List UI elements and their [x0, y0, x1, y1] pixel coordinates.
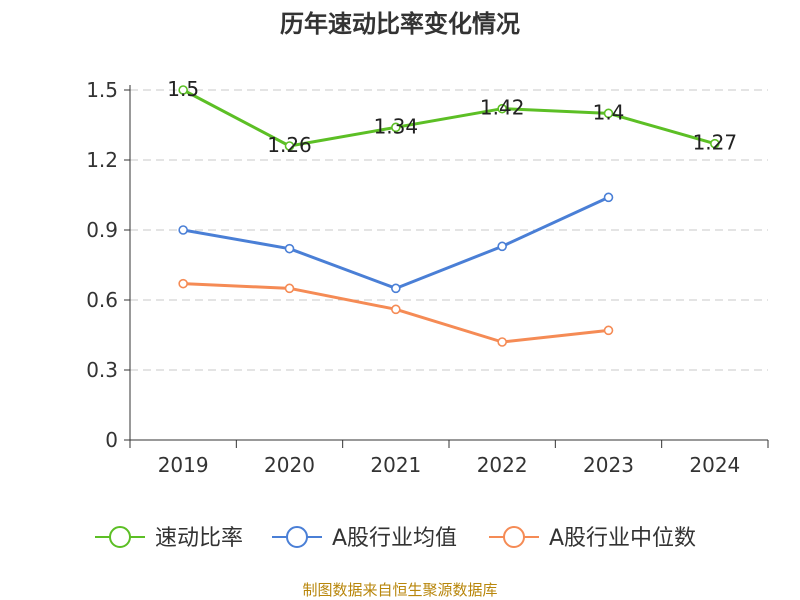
- data-point: [284, 283, 295, 294]
- source-note: 制图数据来自恒生聚源数据库: [302, 581, 497, 599]
- data-label: 1.42: [480, 96, 525, 120]
- x-tick-label: 2019: [158, 453, 209, 477]
- data-point: [284, 243, 295, 254]
- series: [178, 85, 720, 347]
- y-tick-label: 1.2: [86, 148, 118, 172]
- y-tick-label: 0: [105, 428, 118, 452]
- legend-label: 速动比率: [155, 526, 243, 551]
- data-label: 1.27: [693, 131, 738, 155]
- data-point: [391, 122, 401, 133]
- y-tick-label: 0.3: [86, 358, 118, 382]
- series-line-1: [182, 195, 610, 290]
- data-point: [391, 283, 401, 294]
- legend-item-1: A股行业均值: [272, 526, 457, 551]
- data-point: [178, 85, 188, 95]
- data-point: [391, 304, 401, 315]
- x-tick-label: 2022: [477, 453, 528, 477]
- y-tick-label: 1.5: [86, 78, 118, 102]
- data-point: [284, 141, 295, 151]
- axes: 0 0.3 0.6 0.9 1.2 1.5 2019 2020 2021 2022 2023 2024: [86, 78, 769, 477]
- data-point: [178, 225, 188, 235]
- x-tick-label: 2024: [689, 453, 740, 477]
- series-line-0: [182, 88, 716, 148]
- x-tick-label: 2021: [370, 453, 421, 477]
- x-tick-label: 2020: [264, 453, 315, 477]
- y-tick-label: 0.6: [86, 288, 118, 312]
- data-point: [603, 192, 614, 203]
- legend-marker: [286, 526, 308, 548]
- legend-marker: [503, 526, 525, 548]
- legend-item-0: 速动比率: [95, 526, 243, 551]
- data-point: [178, 278, 188, 289]
- legend-marker: [109, 526, 131, 548]
- data-point: [603, 108, 614, 119]
- data-point: [497, 337, 507, 347]
- data-label: 1.34: [374, 114, 419, 138]
- legend: 速动比率 A股行业均值 A股行业中位数: [95, 526, 696, 551]
- legend-item-2: A股行业中位数: [489, 526, 696, 551]
- chart-title: 历年速动比率变化情况: [280, 10, 520, 38]
- data-point: [497, 241, 507, 252]
- data-point: [603, 325, 614, 336]
- data-label: 1.26: [267, 133, 312, 157]
- data-label: 1.5: [167, 77, 199, 101]
- x-tick-label: 2023: [583, 453, 634, 477]
- data-labels: 1.5 1.26 1.34 1.42 1.4 1.27: [167, 77, 737, 157]
- grid: [130, 89, 768, 371]
- legend-label: A股行业中位数: [549, 526, 696, 551]
- data-point: [710, 138, 720, 149]
- data-label: 1.4: [593, 100, 625, 124]
- y-tick-label: 0.9: [86, 218, 118, 242]
- legend-label: A股行业均值: [332, 526, 457, 551]
- data-point: [497, 103, 507, 114]
